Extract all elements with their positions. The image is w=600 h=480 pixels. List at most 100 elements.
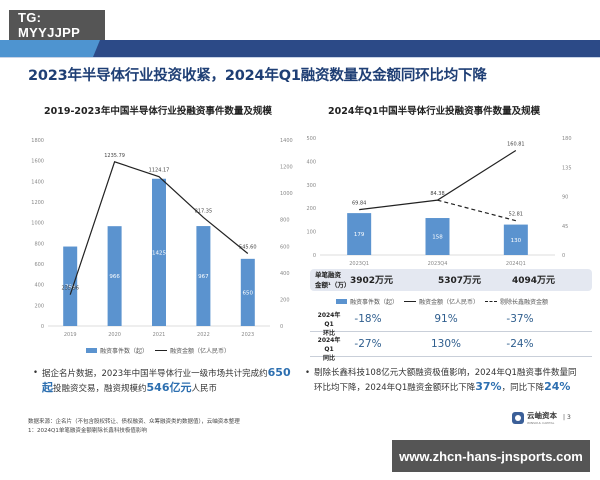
legend-bar-swatch bbox=[86, 348, 97, 353]
svg-text:1124.17: 1124.17 bbox=[149, 168, 170, 174]
svg-text:179: 179 bbox=[354, 232, 365, 238]
left-chart-y-axis-right: 0 200 400 600 800 1000 1200 1400 bbox=[280, 138, 293, 330]
right-chart-title: 2024年Q1中国半导体行业投融资事件数量及规模 bbox=[328, 106, 541, 117]
left-chart-x-axis: 2019 2020 2021 2022 2023 bbox=[64, 332, 254, 338]
header-band bbox=[0, 40, 600, 58]
qoq-value: 91% bbox=[434, 313, 458, 325]
svg-text:650: 650 bbox=[243, 290, 254, 296]
right-chart-line: 69.84 84.38 160.81 52.81 bbox=[352, 141, 525, 222]
yoy-value: -24% bbox=[506, 338, 534, 350]
svg-text:1000: 1000 bbox=[31, 221, 44, 227]
svg-text:200: 200 bbox=[34, 303, 44, 309]
svg-text:90: 90 bbox=[562, 195, 568, 201]
svg-text:2023: 2023 bbox=[241, 332, 254, 338]
right-chart-legend: 融资事件数（起） 融资金额（亿人民币） 剔除长鑫融资金额 bbox=[336, 297, 548, 306]
right-chart-y-axis-left: 0 100 200 300 400 500 bbox=[306, 136, 316, 259]
right-bullet: • 剔除长鑫科技108亿元大额融资极值影响，2024年Q1融资事件数量同环比均下… bbox=[305, 368, 577, 393]
svg-text:1235.79: 1235.79 bbox=[104, 153, 125, 159]
svg-text:158: 158 bbox=[432, 235, 443, 241]
yoy-value: 130% bbox=[430, 338, 462, 350]
svg-text:1800: 1800 bbox=[31, 138, 44, 144]
svg-text:1400: 1400 bbox=[280, 138, 293, 144]
page-title: 2023年半导体行业投资收紧，2024年Q1融资数量及金额同环比均下降 bbox=[28, 68, 487, 84]
svg-text:84.38: 84.38 bbox=[430, 191, 444, 197]
svg-text:500: 500 bbox=[306, 136, 316, 142]
svg-text:52.81: 52.81 bbox=[509, 212, 523, 218]
svg-text:1000: 1000 bbox=[280, 191, 293, 197]
svg-text:1400: 1400 bbox=[31, 179, 44, 185]
svg-text:1600: 1600 bbox=[31, 159, 44, 165]
single-deal-value: 3902万元 bbox=[350, 276, 394, 286]
page-number: | 3 bbox=[563, 414, 571, 421]
svg-text:400: 400 bbox=[280, 271, 290, 277]
svg-text:769: 769 bbox=[65, 284, 76, 290]
svg-text:1425: 1425 bbox=[152, 250, 166, 256]
left-bullet: • 据企名片数据，2023年中国半导体行业一级市场共计完成约650起投融资交易，… bbox=[33, 366, 291, 394]
legend-line-swatch bbox=[155, 349, 168, 352]
footnote: 数据来源：企名片（不包含股权转让、债权融资、众筹融资类的数据值），云岫资本整理 … bbox=[28, 419, 240, 434]
header-rule bbox=[0, 57, 600, 58]
svg-text:0: 0 bbox=[41, 324, 44, 330]
svg-text:2019: 2019 bbox=[64, 332, 77, 338]
svg-text:0: 0 bbox=[313, 253, 316, 259]
single-deal-label: 单笔融资 金额¹（万） bbox=[315, 271, 351, 289]
svg-text:0: 0 bbox=[280, 324, 283, 330]
svg-text:69.84: 69.84 bbox=[352, 201, 366, 207]
left-chart-title: 2019-2023年中国半导体行业投融资事件数量及规模 bbox=[44, 106, 272, 117]
svg-text:0: 0 bbox=[562, 253, 565, 259]
left-chart-line: 235.96 1235.79 1124.17 817.35 545.60 bbox=[61, 153, 257, 295]
highlight-yoy: 24% bbox=[544, 380, 571, 393]
legend-line-label: 融资金额（亿人民币） bbox=[170, 348, 231, 355]
svg-text:1200: 1200 bbox=[31, 200, 44, 206]
svg-text:300: 300 bbox=[306, 183, 316, 189]
svg-text:2023Q4: 2023Q4 bbox=[428, 261, 448, 267]
svg-text:817.35: 817.35 bbox=[195, 208, 213, 214]
qoq-value: -37% bbox=[506, 313, 534, 325]
svg-text:800: 800 bbox=[34, 241, 44, 247]
svg-text:2020: 2020 bbox=[108, 332, 121, 338]
svg-text:200: 200 bbox=[280, 297, 290, 303]
svg-text:160.81: 160.81 bbox=[507, 141, 525, 147]
svg-text:545.60: 545.60 bbox=[239, 245, 257, 251]
legend-dashed-swatch bbox=[485, 301, 498, 302]
svg-text:45: 45 bbox=[562, 224, 568, 230]
svg-text:100: 100 bbox=[306, 230, 316, 236]
right-chart: 0 100 200 300 400 500 0 45 90 135 180 179 158 130 6… bbox=[306, 136, 572, 267]
legend-line-swatch bbox=[404, 300, 417, 303]
single-deal-value: 4094万元 bbox=[512, 276, 556, 286]
qoq-value: -18% bbox=[354, 313, 382, 325]
highlight-amount: 546亿元 bbox=[146, 381, 192, 394]
svg-text:2022: 2022 bbox=[197, 332, 210, 338]
logo-icon bbox=[512, 411, 524, 424]
watermark-badge-bottom: www.zhcn-hans-jnsports.com bbox=[392, 440, 590, 472]
qoq-row: 2024年Q1 环比 -18% 91% -37% bbox=[310, 308, 592, 337]
svg-text:135: 135 bbox=[562, 165, 572, 171]
yoy-row: 2024年Q1 同比 -27% 130% -24% bbox=[310, 333, 592, 362]
svg-text:2023Q1: 2023Q1 bbox=[349, 261, 369, 267]
left-chart: 0 200 400 600 800 1000 1200 1400 1600 1800 0 200 40… bbox=[31, 138, 293, 338]
legend-bar-label: 融资事件数（起） bbox=[350, 299, 399, 306]
highlight-deal-count: 650起 bbox=[42, 366, 291, 394]
svg-text:2021: 2021 bbox=[153, 332, 166, 338]
svg-text:1200: 1200 bbox=[280, 165, 293, 171]
svg-text:180: 180 bbox=[562, 136, 572, 142]
svg-text:130: 130 bbox=[511, 238, 522, 244]
right-chart-bars: 179 158 130 bbox=[347, 213, 528, 255]
svg-text:966: 966 bbox=[109, 274, 120, 280]
legend-line-label: 融资金额（亿人民币） bbox=[419, 299, 480, 306]
left-chart-y-axis-left: 0 200 400 600 800 1000 1200 1400 1600 1800 bbox=[31, 138, 44, 330]
header-accent bbox=[0, 40, 100, 57]
svg-text:235.96: 235.96 bbox=[61, 286, 79, 292]
qoq-label: 2024年Q1 环比 bbox=[317, 312, 341, 337]
single-deal-row: 单笔融资 金额¹（万） 3902万元 5307万元 4094万元 bbox=[310, 269, 592, 291]
watermark-badge-top: TG: MYYJJPP bbox=[9, 10, 105, 40]
svg-text:967: 967 bbox=[198, 274, 209, 280]
svg-text:200: 200 bbox=[306, 206, 316, 212]
svg-text:600: 600 bbox=[280, 244, 290, 250]
left-chart-legend: 融资事件数（起） 融资金额（亿人民币） bbox=[86, 346, 230, 355]
svg-text:400: 400 bbox=[34, 283, 44, 289]
single-deal-value: 5307万元 bbox=[438, 276, 482, 286]
svg-text:600: 600 bbox=[34, 262, 44, 268]
right-chart-y-axis-right: 0 45 90 135 180 bbox=[562, 136, 572, 259]
legend-bar-label: 融资事件数（起） bbox=[100, 348, 149, 355]
